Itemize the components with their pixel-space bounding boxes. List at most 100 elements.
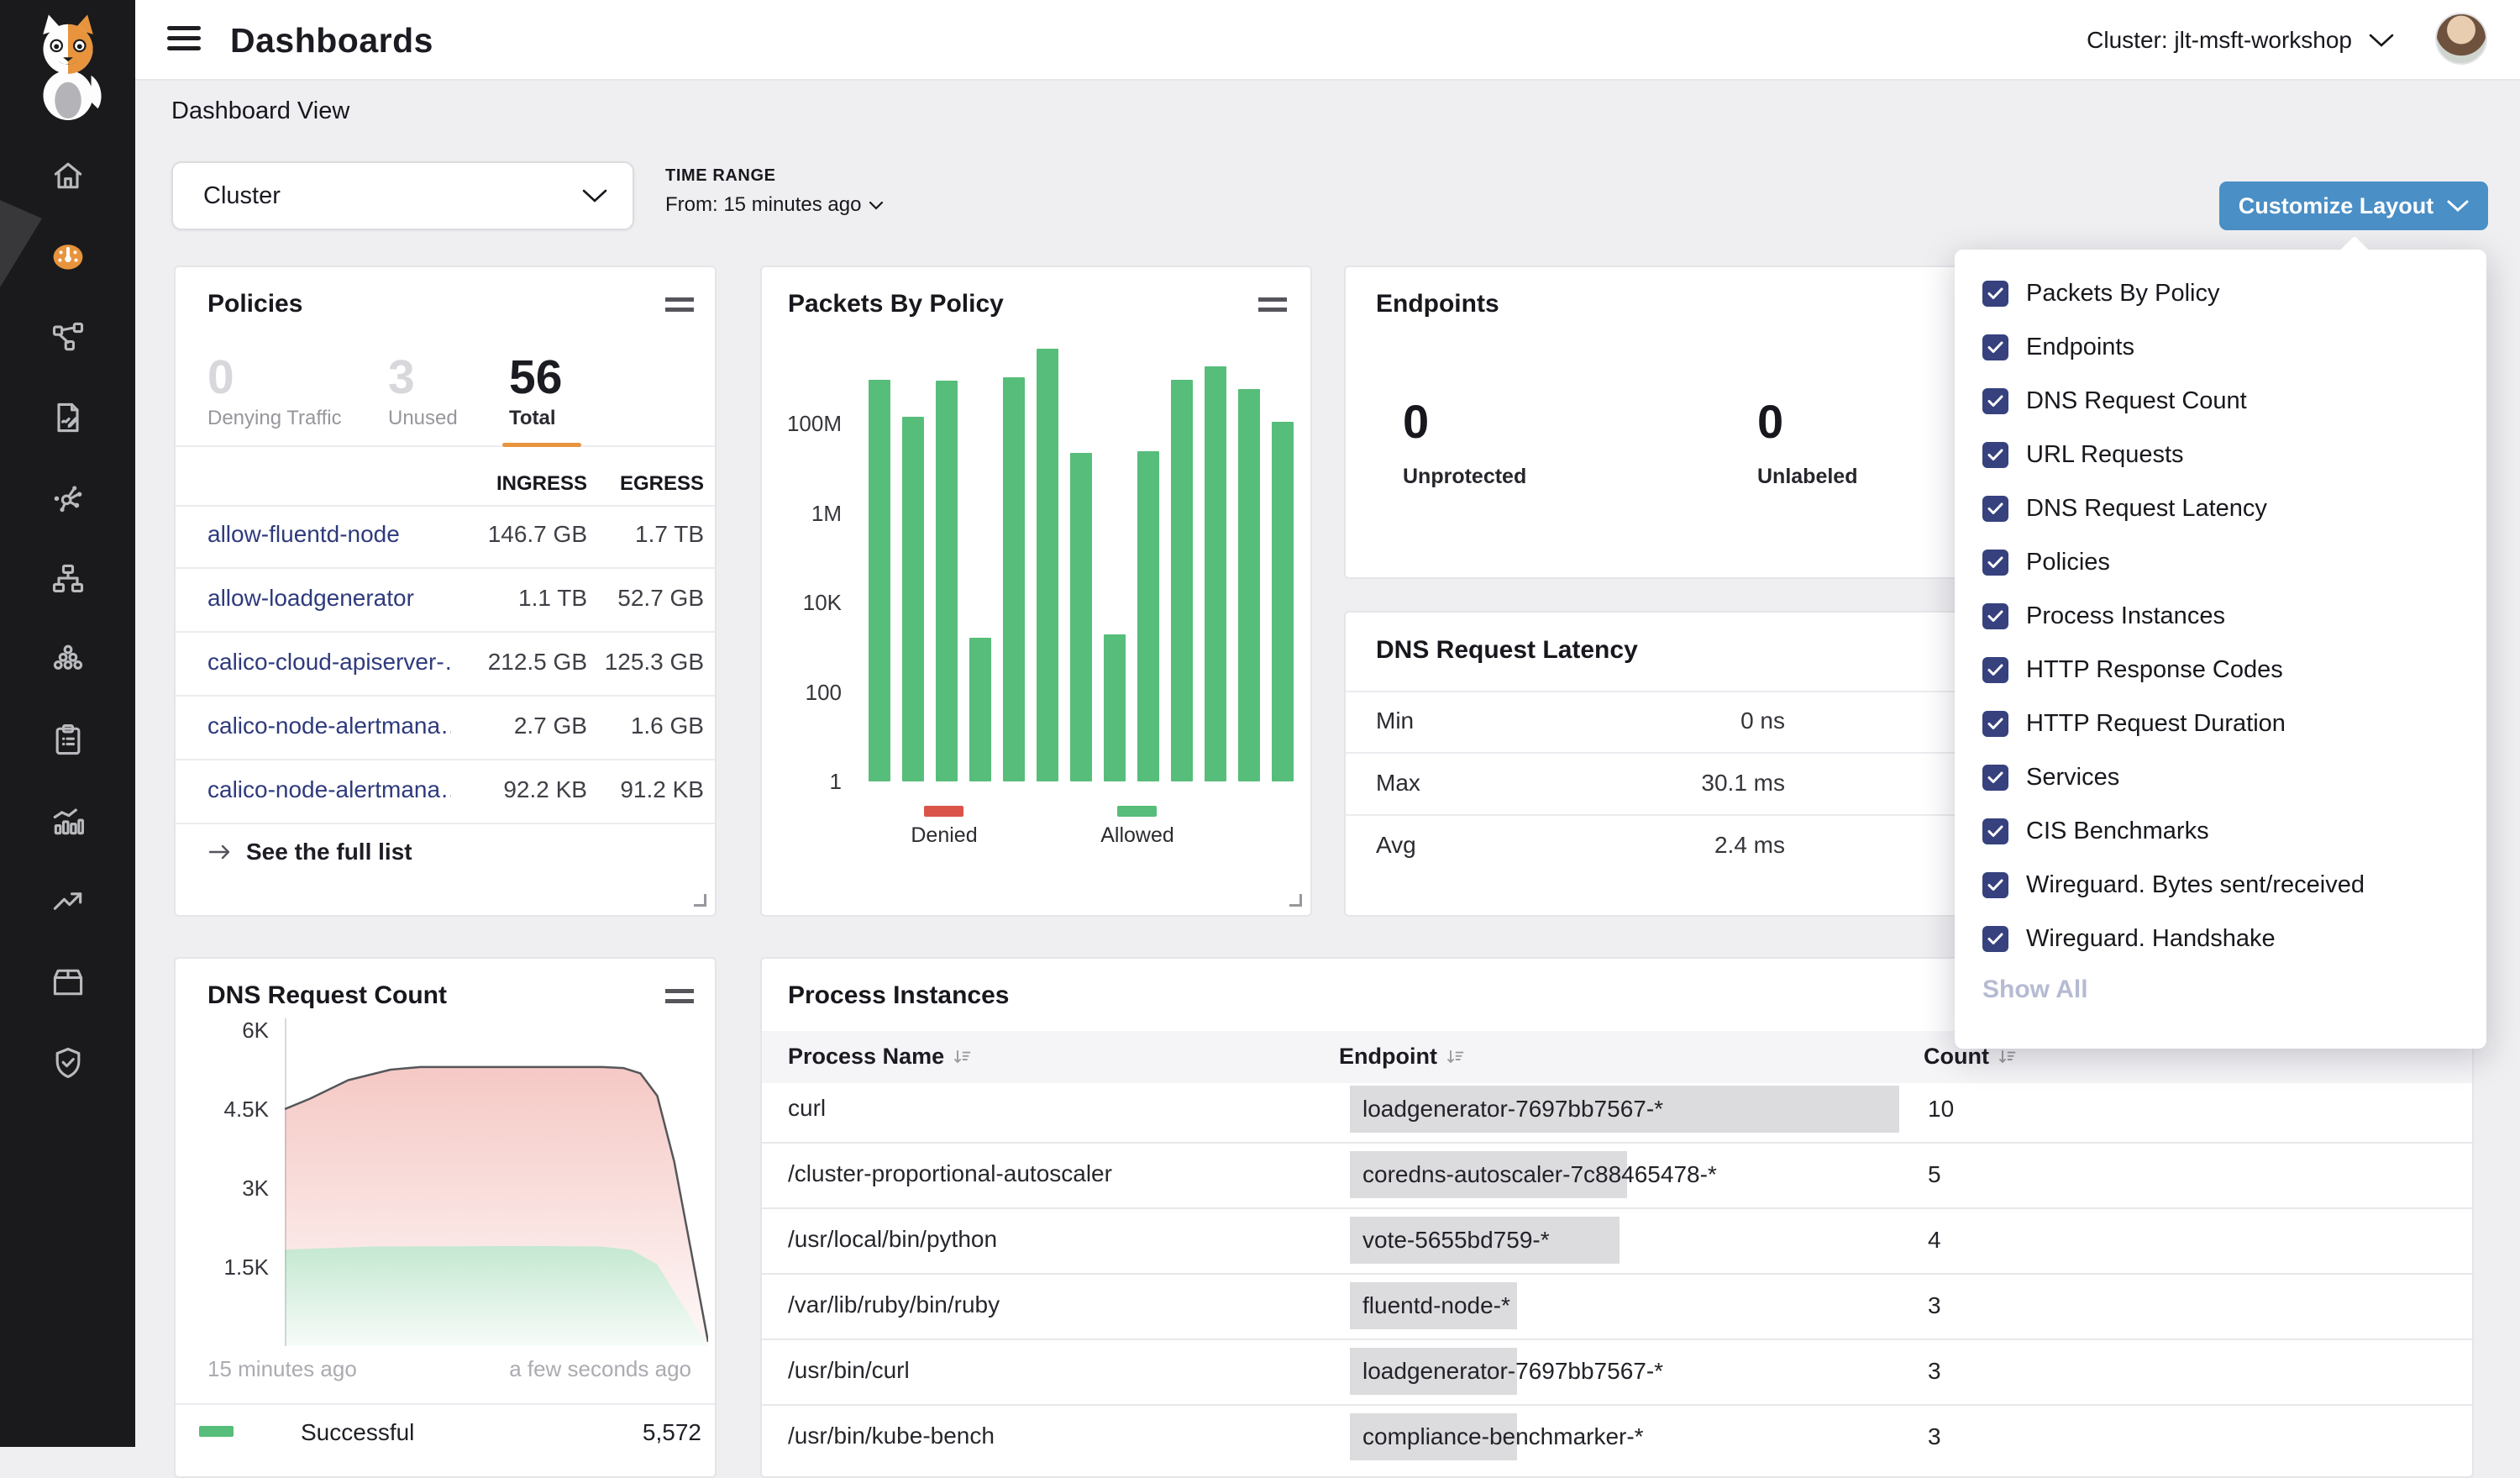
endpoint-highlight-bar [1350,1086,1899,1133]
menu-item-label: Wireguard. Handshake [2026,924,2276,952]
checkbox-checked-icon[interactable] [1982,764,2008,791]
menu-item-label: Process Instances [2026,602,2225,629]
see-full-list-link[interactable]: See the full list [207,839,412,865]
chevron-down-icon [869,201,884,210]
y-axis-tick: 100 [805,680,842,705]
checkbox-checked-icon[interactable] [1982,925,2008,952]
menu-item-cis-benchmarks[interactable]: CIS Benchmarks [1955,804,2486,858]
menu-item-dns-request-count[interactable]: DNS Request Count [1955,374,2486,428]
process-name-cell: /cluster-proportional-autoscaler [788,1160,1112,1186]
menu-item-url-requests[interactable]: URL Requests [1955,428,2486,481]
menu-item-services[interactable]: Services [1955,750,2486,804]
sidebar-item-service-graph-icon[interactable] [50,318,87,355]
drag-handle-icon[interactable] [665,989,694,1003]
dashboard-view-select[interactable]: Cluster [171,161,634,230]
latency-row-label: Max [1376,770,1420,796]
policy-ingress-value: 92.2 KB [503,776,587,802]
checkbox-checked-icon[interactable] [1982,495,2008,522]
checkbox-checked-icon[interactable] [1982,656,2008,683]
checkbox-checked-icon[interactable] [1982,549,2008,576]
checkbox-checked-icon[interactable] [1982,871,2008,898]
endpoint-column-header[interactable]: Endpoint [1339,1044,1466,1070]
time-range: TIME RANGE From: 15 minutes ago [665,166,884,217]
process-instances-card: Process Instances Process Name Endpoint … [760,957,2474,1478]
menu-item-label: CIS Benchmarks [2026,817,2209,844]
sort-icon [954,1049,971,1063]
menu-item-policies[interactable]: Policies [1955,535,2486,589]
cluster-selector-label: Cluster: jlt-msft-workshop [2087,27,2352,53]
menu-item-dns-request-latency[interactable]: DNS Request Latency [1955,481,2486,535]
checkbox-checked-icon[interactable] [1982,818,2008,844]
menu-hamburger-icon[interactable] [167,26,201,55]
checkbox-checked-icon[interactable] [1982,280,2008,307]
menu-item-packets-by-policy[interactable]: Packets By Policy [1955,266,2486,320]
drag-handle-icon[interactable] [1258,297,1287,312]
policy-name-link[interactable]: allow-fluentd-node [207,521,400,547]
successful-legend-swatch [199,1426,234,1437]
endpoint-cell: fluentd-node-* [1362,1292,1510,1318]
time-range-value[interactable]: From: 15 minutes ago [665,193,884,217]
process-name-column-header[interactable]: Process Name [788,1044,973,1070]
y-axis-tick: 4.5K [223,1097,270,1122]
sidebar-item-network-molecule-icon[interactable] [50,480,87,517]
drag-handle-icon[interactable] [665,297,694,312]
endpoint-cell: vote-5655bd759-* [1362,1227,1550,1253]
sidebar [0,0,135,1447]
page-title: Dashboards [230,21,433,60]
menu-item-http-response-codes[interactable]: HTTP Response Codes [1955,643,2486,697]
sidebar-item-sitemap-icon[interactable] [50,560,87,597]
menu-item-http-request-duration[interactable]: HTTP Request Duration [1955,697,2486,750]
endpoint-highlight-bar [1350,1282,1517,1329]
dashboard-view-label: Dashboard View [171,97,350,124]
arrow-right-icon [208,844,230,860]
sidebar-item-dashboards-gauge-icon[interactable] [50,238,87,275]
customize-layout-button[interactable]: Customize Layout [2219,181,2488,230]
checkbox-checked-icon[interactable] [1982,602,2008,629]
policy-name-link[interactable]: calico-node-alertmana… [207,776,451,802]
policy-name-link[interactable]: calico-node-alertmana… [207,713,451,739]
y-axis-tick: 1 [829,769,842,794]
checkbox-checked-icon[interactable] [1982,441,2008,468]
menu-item-label: Wireguard. Bytes sent/received [2026,870,2365,898]
sidebar-item-reports-chart-icon[interactable] [50,802,87,839]
show-all-link[interactable]: Show All [1982,976,2088,1003]
sidebar-item-endpoints-cluster-icon[interactable] [50,641,87,678]
sidebar-item-package-box-icon[interactable] [50,964,87,1001]
policies-stat-value: 56 [509,350,563,404]
sidebar-item-policy-editor-icon[interactable] [50,399,87,436]
sidebar-item-home-icon[interactable] [50,157,87,194]
policy-name-link[interactable]: allow-loadgenerator [207,585,414,611]
checkbox-checked-icon[interactable] [1982,710,2008,737]
cluster-selector[interactable]: Cluster: jlt-msft-workshop [2087,0,2394,81]
chevron-down-icon [582,189,607,203]
menu-item-wireguard-bytes-sent-received[interactable]: Wireguard. Bytes sent/received [1955,858,2486,912]
card-title: Endpoints [1376,290,1499,318]
menu-item-label: Packets By Policy [2026,279,2220,307]
sidebar-item-compliance-clipboard-icon[interactable] [50,722,87,759]
user-avatar[interactable] [2435,13,2487,65]
endpoint-cell: loadgenerator-7697bb7567-* [1362,1096,1664,1122]
allowed-legend-label: Allowed [1100,823,1174,847]
policies-stat-label: Unused [388,407,458,429]
policy-egress-value: 1.6 GB [630,713,704,739]
dropdown-caret [2339,235,2370,267]
unlabeled-label: Unlabeled [1757,465,1858,488]
checkbox-checked-icon[interactable] [1982,387,2008,414]
endpoint-highlight-bar [1350,1348,1517,1395]
resize-handle[interactable] [1289,894,1302,907]
policy-name-link[interactable]: calico-cloud-apiserver-… [207,649,451,675]
count-cell: 10 [1928,1096,1955,1122]
checkbox-checked-icon[interactable] [1982,334,2008,360]
menu-item-endpoints[interactable]: Endpoints [1955,320,2486,374]
latency-row-value: 2.4 ms [1714,832,1785,858]
resize-handle[interactable] [694,894,706,907]
calico-cat-logo [39,10,102,120]
menu-item-process-instances[interactable]: Process Instances [1955,589,2486,643]
allowed-legend-swatch [1117,806,1157,817]
allowed-bar [1070,453,1092,781]
sidebar-item-shield-check-icon[interactable] [50,1044,87,1081]
y-axis-tick: 100M [786,411,842,436]
sidebar-item-trend-up-icon[interactable] [50,883,87,920]
sort-icon [1447,1049,1464,1063]
menu-item-wireguard-handshake[interactable]: Wireguard. Handshake [1955,912,2486,965]
